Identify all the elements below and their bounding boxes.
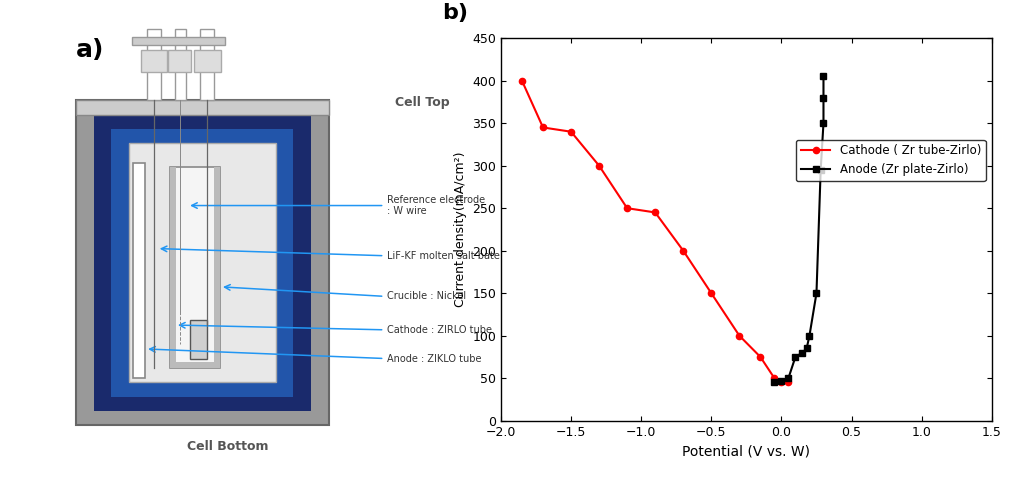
Bar [132,163,146,378]
Bar [170,362,220,368]
Text: Reference electrode
: W wire: Reference electrode : W wire [386,195,484,217]
Cathode ( Zr tube-Zirlo) [774,380,787,385]
Bar [190,320,207,358]
Text: a): a) [76,38,104,62]
Anode (Zr plate-Zirlo) [810,290,822,296]
Anode (Zr plate-Zirlo) [814,167,826,173]
Text: Cell Bottom: Cell Bottom [187,440,268,454]
Bar [194,50,220,72]
Text: Crucible : Nickel: Crucible : Nickel [386,292,466,301]
Anode (Zr plate-Zirlo) [817,95,829,100]
Bar [214,167,220,368]
Cathode ( Zr tube-Zirlo) [767,375,779,381]
Cathode ( Zr tube-Zirlo) [676,248,688,253]
Cathode ( Zr tube-Zirlo) [733,333,745,338]
Bar [170,167,176,368]
Cathode ( Zr tube-Zirlo) [705,290,717,296]
Bar [200,29,214,100]
Text: Cathode : ZIRLO tube: Cathode : ZIRLO tube [386,325,491,335]
Legend: Cathode ( Zr tube-Zirlo), Anode (Zr plate-Zirlo): Cathode ( Zr tube-Zirlo), Anode (Zr plat… [796,140,985,181]
Bar [141,50,167,72]
Bar [175,29,186,100]
Cathode ( Zr tube-Zirlo) [564,129,576,135]
Bar [129,143,275,382]
Bar [76,100,329,425]
Cathode ( Zr tube-Zirlo) [753,354,765,360]
Cathode ( Zr tube-Zirlo) [516,78,528,84]
Cathode ( Zr tube-Zirlo) [621,206,633,211]
Cathode ( Zr tube-Zirlo) [537,125,549,130]
X-axis label: Potential (V vs. W): Potential (V vs. W) [681,444,810,458]
Anode (Zr plate-Zirlo) [774,378,787,383]
Text: b): b) [442,3,467,23]
Bar [170,167,220,368]
Cathode ( Zr tube-Zirlo) [648,209,660,215]
Anode (Zr plate-Zirlo) [796,350,808,356]
Bar [94,115,311,411]
Anode (Zr plate-Zirlo) [803,333,815,338]
Anode (Zr plate-Zirlo) [782,375,794,381]
Bar [111,129,293,397]
Bar [168,50,190,72]
Anode (Zr plate-Zirlo) [800,346,812,351]
Anode (Zr plate-Zirlo) [817,120,829,126]
Bar [76,100,329,115]
Text: Anode : ZIKLO tube: Anode : ZIKLO tube [386,354,481,363]
Y-axis label: Current density(mA/cm²): Current density(mA/cm²) [453,152,466,307]
Anode (Zr plate-Zirlo) [817,74,829,79]
Text: LiF-KF molten salt bate: LiF-KF molten salt bate [386,251,499,261]
Text: Cell Top: Cell Top [394,96,449,109]
Bar [131,37,225,45]
Bar [147,29,161,100]
Cathode ( Zr tube-Zirlo) [782,380,794,385]
Anode (Zr plate-Zirlo) [767,380,779,385]
Cathode ( Zr tube-Zirlo) [592,163,605,169]
Line: Cathode ( Zr tube-Zirlo): Cathode ( Zr tube-Zirlo) [519,77,791,386]
Line: Anode (Zr plate-Zirlo): Anode (Zr plate-Zirlo) [770,73,826,386]
Anode (Zr plate-Zirlo) [789,354,801,360]
